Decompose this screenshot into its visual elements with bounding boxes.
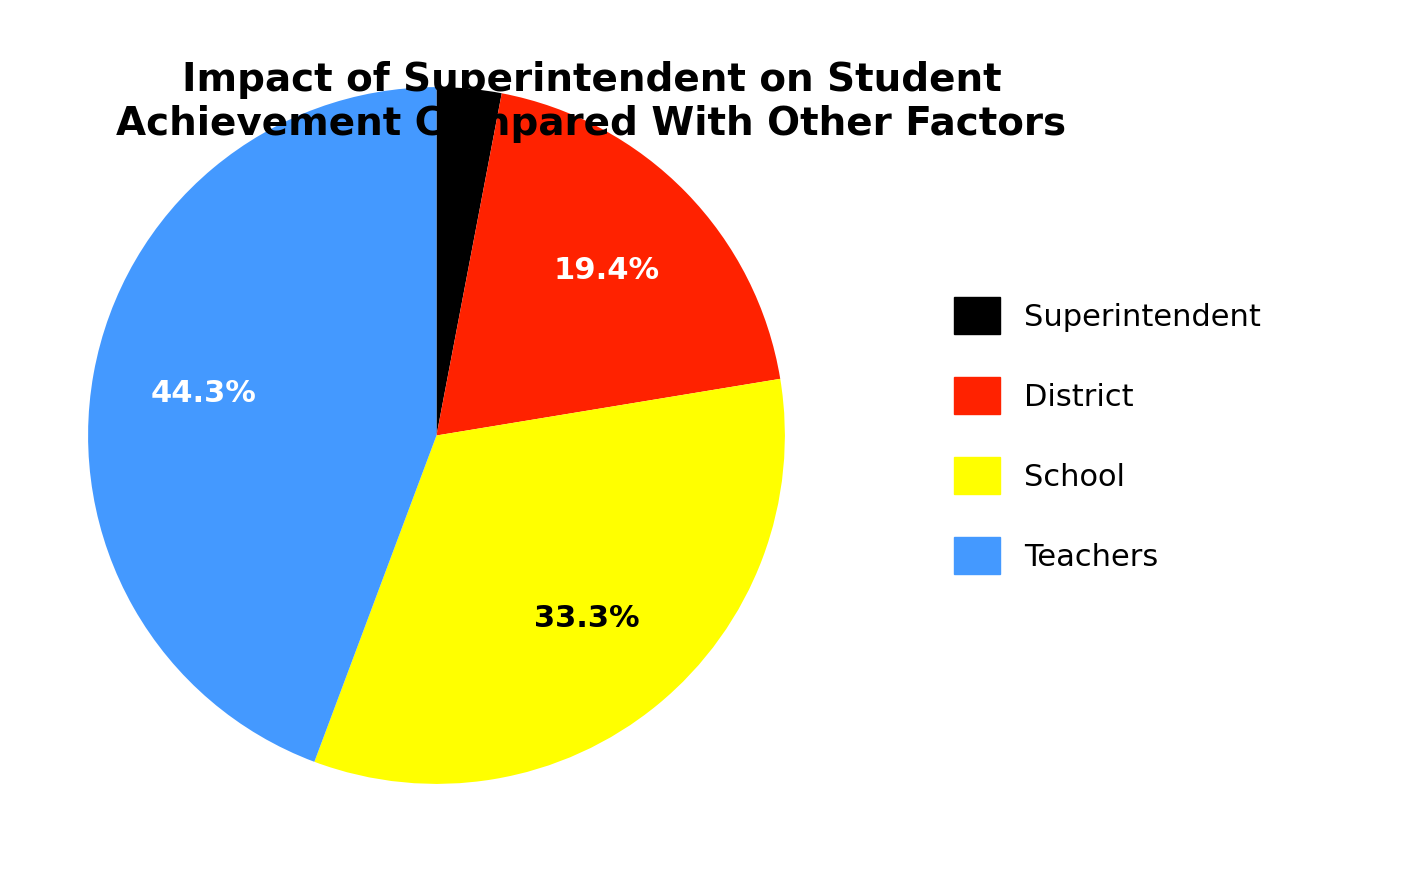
- Text: 33.3%: 33.3%: [534, 604, 639, 633]
- Wedge shape: [89, 87, 436, 762]
- Wedge shape: [314, 379, 784, 784]
- Legend: Superintendent, District, School, Teachers: Superintendent, District, School, Teache…: [942, 285, 1273, 586]
- Text: Impact of Superintendent on Student
Achievement Compared With Other Factors: Impact of Superintendent on Student Achi…: [117, 61, 1066, 143]
- Wedge shape: [436, 87, 501, 436]
- Wedge shape: [436, 93, 780, 436]
- Text: 44.3%: 44.3%: [151, 379, 256, 408]
- Text: 19.4%: 19.4%: [553, 255, 659, 285]
